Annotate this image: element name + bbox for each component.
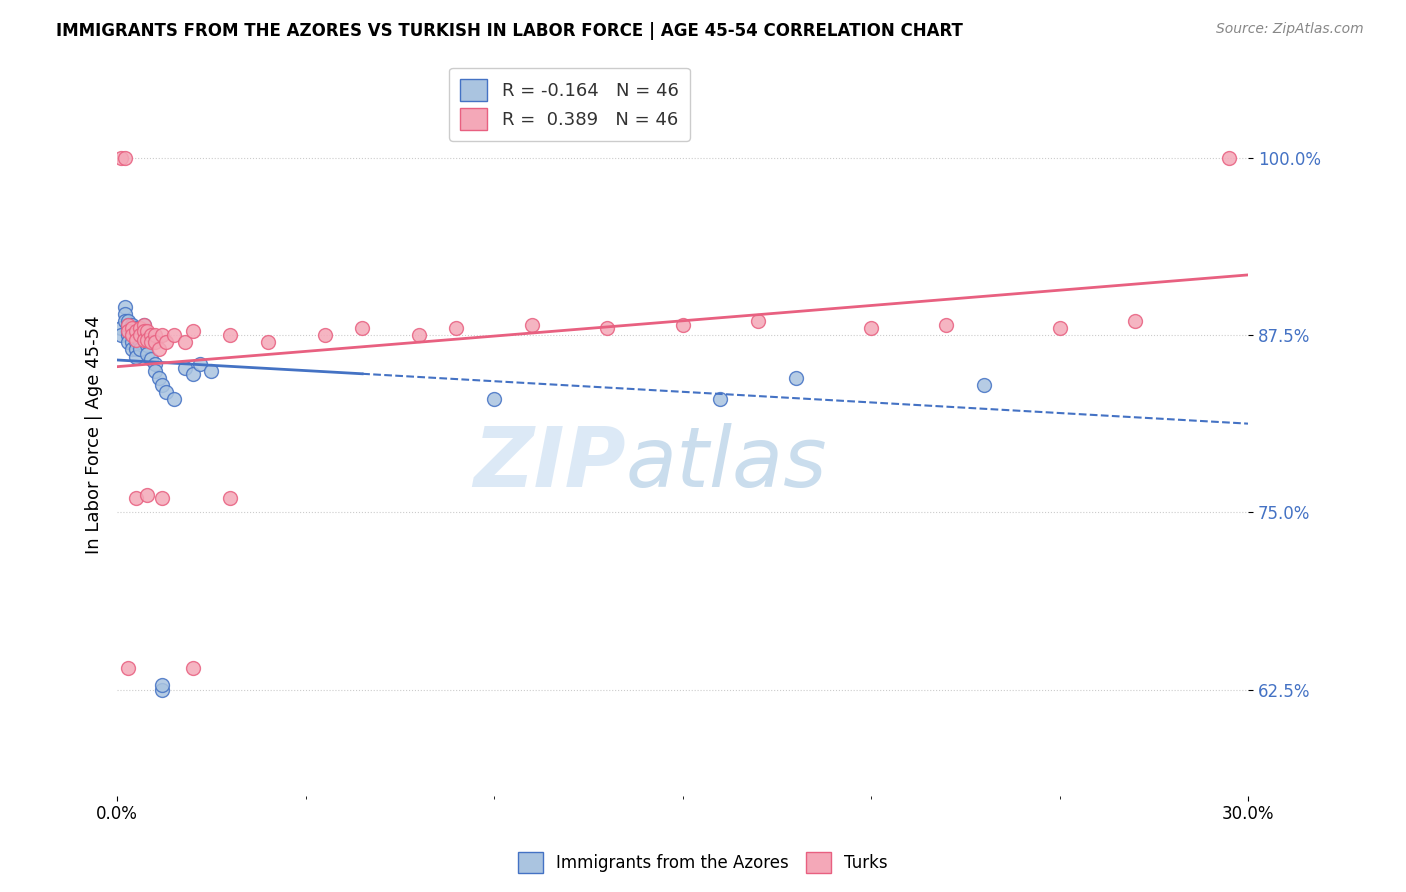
Point (117, 328, 139, 343)
Point (125, 324, 148, 338)
Point (143, 328, 166, 343)
Point (114, 307, 136, 321)
Point (117, 314, 139, 328)
Point (181, 367, 204, 381)
Point (143, 335, 166, 350)
Point (200, 364, 222, 378)
Point (128, 343, 150, 357)
Point (148, 371, 170, 385)
Point (482, 392, 505, 406)
Point (125, 491, 148, 506)
Point (152, 491, 174, 506)
Point (128, 321, 150, 335)
Point (136, 324, 159, 338)
Point (709, 392, 731, 406)
Point (155, 384, 177, 399)
Point (973, 378, 995, 392)
Point (125, 321, 148, 335)
Point (125, 343, 148, 357)
Point (139, 328, 162, 343)
Point (1049, 321, 1071, 335)
Point (174, 335, 197, 350)
Point (132, 318, 155, 333)
Point (785, 371, 807, 385)
Legend: Immigrants from the Azores, Turks: Immigrants from the Azores, Turks (512, 846, 894, 880)
Point (136, 488, 159, 502)
Text: atlas: atlas (626, 423, 828, 504)
Point (152, 682, 174, 697)
Point (128, 328, 150, 343)
Point (121, 328, 143, 343)
Point (125, 328, 148, 343)
Point (117, 335, 139, 350)
Text: IMMIGRANTS FROM THE AZORES VS TURKISH IN LABOR FORCE | AGE 45-54 CORRELATION CHA: IMMIGRANTS FROM THE AZORES VS TURKISH IN… (56, 22, 963, 40)
Point (136, 347, 159, 361)
Point (188, 357, 211, 371)
Point (143, 364, 166, 378)
Point (117, 318, 139, 333)
Y-axis label: In Labor Force | Age 45-54: In Labor Force | Age 45-54 (86, 315, 103, 554)
Text: ZIP: ZIP (474, 423, 626, 504)
Point (219, 328, 242, 343)
Point (125, 333, 148, 347)
Point (117, 324, 139, 338)
Point (117, 661, 139, 675)
Point (128, 324, 150, 338)
Point (125, 335, 148, 350)
Point (139, 335, 162, 350)
Point (114, 151, 136, 165)
Point (117, 318, 139, 333)
Point (121, 343, 143, 357)
Point (128, 335, 150, 350)
Point (446, 321, 468, 335)
Point (110, 328, 132, 343)
Point (408, 328, 430, 343)
Point (152, 328, 174, 343)
Text: Source: ZipAtlas.com: Source: ZipAtlas.com (1216, 22, 1364, 37)
Point (132, 318, 155, 333)
Point (152, 678, 174, 692)
Point (139, 352, 162, 367)
Point (1123, 314, 1146, 328)
Point (132, 333, 155, 347)
Point (136, 333, 159, 347)
Point (143, 357, 166, 371)
Point (747, 314, 769, 328)
Point (128, 328, 150, 343)
Point (114, 314, 136, 328)
Point (174, 360, 197, 375)
Legend: R = -0.164   N = 46, R =  0.389   N = 46: R = -0.164 N = 46, R = 0.389 N = 46 (450, 68, 689, 141)
Point (152, 378, 174, 392)
Point (520, 318, 543, 333)
Point (163, 392, 186, 406)
Point (314, 328, 336, 343)
Point (935, 318, 957, 333)
Point (110, 151, 132, 165)
Point (671, 318, 693, 333)
Point (121, 321, 143, 335)
Point (219, 491, 242, 506)
Point (117, 324, 139, 338)
Point (155, 335, 177, 350)
Point (352, 321, 374, 335)
Point (132, 324, 155, 338)
Point (121, 335, 143, 350)
Point (121, 328, 143, 343)
Point (181, 661, 204, 675)
Point (121, 324, 143, 338)
Point (1218, 151, 1240, 165)
Point (121, 318, 143, 333)
Point (110, 321, 132, 335)
Point (114, 300, 136, 314)
Point (596, 321, 619, 335)
Point (257, 335, 280, 350)
Point (125, 350, 148, 364)
Point (132, 333, 155, 347)
Point (132, 324, 155, 338)
Point (136, 338, 159, 352)
Point (181, 324, 204, 338)
Point (148, 343, 170, 357)
Point (860, 321, 883, 335)
Point (163, 328, 186, 343)
